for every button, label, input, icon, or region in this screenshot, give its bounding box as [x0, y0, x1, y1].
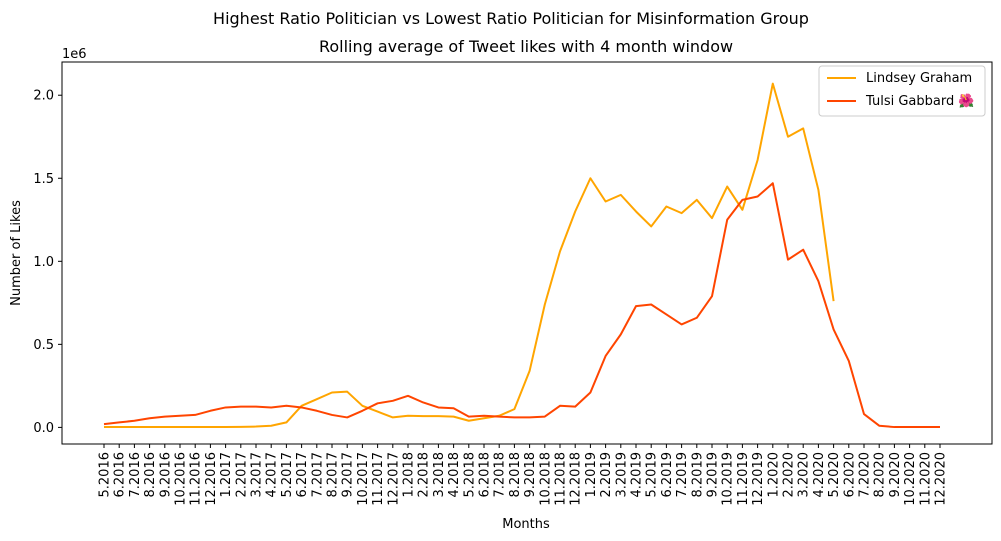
x-tick-label: 1.2018 — [402, 452, 417, 498]
x-tick-label: 5.2020 — [827, 452, 842, 498]
x-tick-label: 1.2017 — [219, 452, 234, 498]
y-tick-label: 1.0 — [33, 255, 54, 270]
y-tick-label: 0.0 — [33, 421, 54, 436]
x-tick-label: 9.2016 — [158, 452, 173, 498]
x-tick-label: 11.2017 — [371, 452, 386, 506]
x-tick-label: 10.2017 — [356, 452, 371, 506]
x-tick-label: 8.2016 — [143, 452, 158, 498]
x-tick-label: 7.2020 — [858, 452, 873, 498]
y-axis-label: Number of Likes — [9, 200, 24, 306]
x-tick-label: 7.2018 — [493, 452, 508, 498]
series-line-tulsi-gabbard — [103, 182, 940, 429]
chart-title: Rolling average of Tweet likes with 4 mo… — [319, 37, 733, 56]
x-tick-label: 7.2019 — [675, 452, 690, 498]
x-tick-label: 9.2018 — [523, 452, 538, 498]
y-offset-label: 1e6 — [62, 47, 87, 62]
x-tick-label: 2.2020 — [782, 452, 797, 498]
x-tick-label: 1.2020 — [766, 452, 781, 498]
x-tick-label: 11.2016 — [189, 452, 204, 506]
x-tick-label: 7.2017 — [310, 452, 325, 498]
x-tick-label: 2.2017 — [234, 452, 249, 498]
x-axis: 5.2016 6.2016 7.2016 8.2016 9.2016 10.2016 11.… — [98, 444, 949, 506]
x-tick-label: 5.2018 — [462, 452, 477, 498]
x-tick-label: 9.2020 — [888, 452, 903, 498]
x-tick-label: 7.2016 — [128, 452, 143, 498]
x-tick-label: 8.2020 — [873, 452, 888, 498]
legend-box — [818, 65, 986, 117]
x-tick-label: 6.2018 — [478, 452, 493, 498]
x-tick-label: 10.2016 — [174, 452, 189, 506]
x-tick-label: 3.2019 — [614, 452, 629, 498]
x-tick-label: 6.2020 — [842, 452, 857, 498]
x-tick-label: 9.2019 — [706, 452, 721, 498]
x-tick-label: 12.2016 — [204, 452, 219, 506]
x-tick-label: 5.2017 — [280, 452, 295, 498]
plot-area — [61, 61, 993, 445]
x-tick-label: 4.2018 — [447, 452, 462, 498]
x-tick-label: 8.2017 — [326, 452, 341, 498]
legend: Lindsey Graham Tulsi Gabbard 🌺 — [818, 65, 986, 117]
y-axis: 0.0 0.5 1.0 1.5 2.0 — [33, 89, 62, 436]
legend-label-lindsey-graham: Lindsey Graham — [866, 71, 972, 86]
x-tick-label: 9.2017 — [341, 452, 356, 498]
series-lines — [103, 82, 940, 429]
x-tick-label: 12.2019 — [751, 452, 766, 506]
x-tick-label: 4.2017 — [265, 452, 280, 498]
x-tick-label: 3.2018 — [432, 452, 447, 498]
x-tick-label: 4.2020 — [812, 452, 827, 498]
x-tick-label: 6.2019 — [660, 452, 675, 498]
x-tick-label: 12.2017 — [386, 452, 401, 506]
x-tick-label: 1.2019 — [584, 452, 599, 498]
x-axis-label: Months — [502, 517, 550, 532]
x-tick-label: 8.2019 — [690, 452, 705, 498]
x-tick-label: 10.2020 — [903, 452, 918, 506]
x-tick-label: 2.2019 — [599, 452, 614, 498]
y-tick-label: 2.0 — [33, 89, 54, 104]
x-tick-label: 6.2017 — [295, 452, 310, 498]
x-tick-label: 5.2016 — [98, 452, 113, 498]
x-tick-label: 11.2018 — [554, 452, 569, 506]
legend-label-tulsi-gabbard: Tulsi Gabbard 🌺 — [865, 93, 975, 109]
x-tick-label: 11.2019 — [736, 452, 751, 506]
x-tick-label: 10.2019 — [721, 452, 736, 506]
x-tick-label: 4.2019 — [630, 452, 645, 498]
x-tick-label: 12.2018 — [569, 452, 584, 506]
series-line-lindsey-graham — [104, 82, 835, 429]
x-tick-label: 10.2018 — [538, 452, 553, 506]
x-tick-label: 5.2019 — [645, 452, 660, 498]
x-tick-label: 12.2020 — [934, 452, 949, 506]
x-tick-label: 3.2020 — [797, 452, 812, 498]
y-tick-label: 0.5 — [33, 338, 54, 353]
x-tick-label: 2.2018 — [417, 452, 432, 498]
x-tick-label: 11.2020 — [918, 452, 933, 506]
x-tick-label: 3.2017 — [250, 452, 265, 498]
x-tick-label: 6.2016 — [113, 452, 128, 498]
y-tick-label: 1.5 — [33, 172, 54, 187]
x-tick-label: 8.2018 — [508, 452, 523, 498]
chart-suptitle: Highest Ratio Politician vs Lowest Ratio… — [213, 9, 809, 28]
